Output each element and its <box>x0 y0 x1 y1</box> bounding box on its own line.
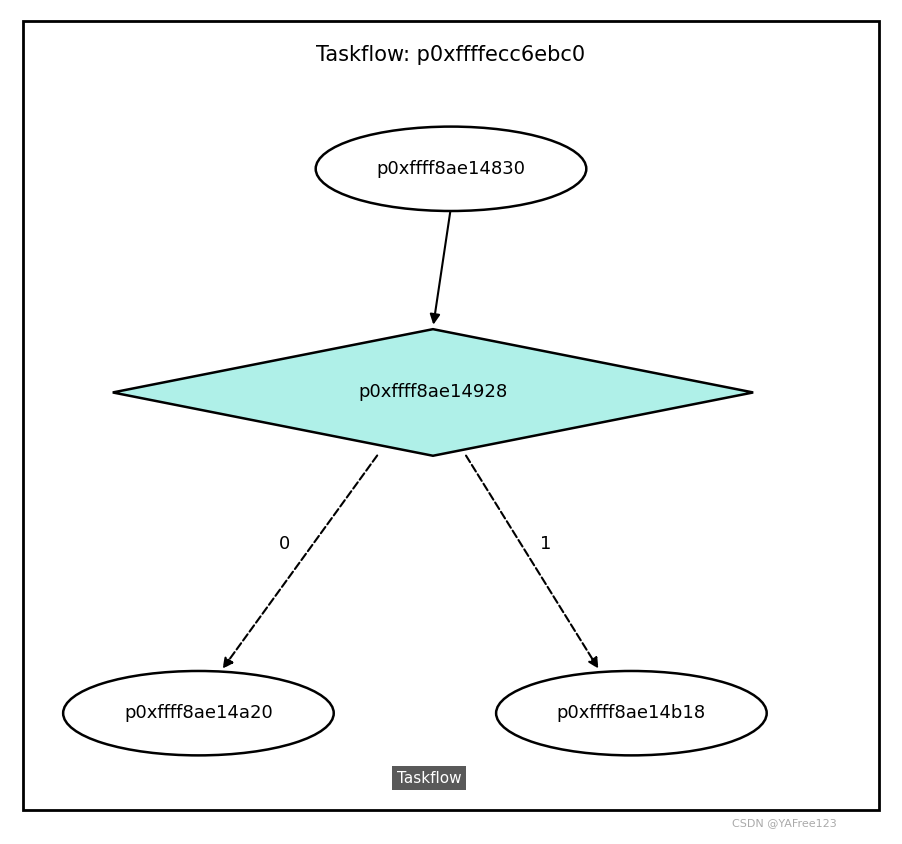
Text: Taskflow: p0xffffecc6ebc0: Taskflow: p0xffffecc6ebc0 <box>317 45 585 65</box>
Text: p0xffff8ae14928: p0xffff8ae14928 <box>358 383 508 402</box>
Ellipse shape <box>496 671 767 755</box>
Text: 0: 0 <box>279 535 290 554</box>
Ellipse shape <box>316 127 586 211</box>
Text: 1: 1 <box>540 535 551 554</box>
Text: Taskflow: Taskflow <box>397 771 462 786</box>
Ellipse shape <box>63 671 334 755</box>
Text: p0xffff8ae14b18: p0xffff8ae14b18 <box>557 704 706 722</box>
Polygon shape <box>113 329 753 456</box>
Text: p0xffff8ae14a20: p0xffff8ae14a20 <box>124 704 272 722</box>
FancyBboxPatch shape <box>23 21 879 810</box>
Text: CSDN @YAFree123: CSDN @YAFree123 <box>732 818 837 828</box>
Text: p0xffff8ae14830: p0xffff8ae14830 <box>376 160 526 178</box>
